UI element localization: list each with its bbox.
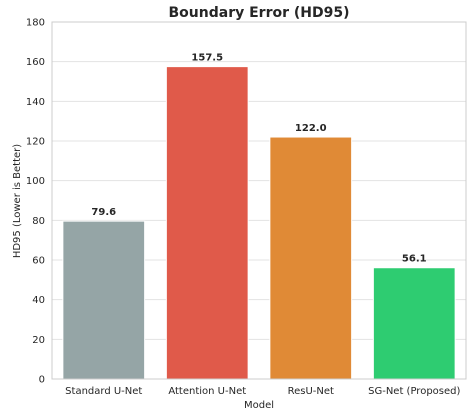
chart-title: Boundary Error (HD95) [169,5,350,21]
y-tick-label: 40 [32,295,45,306]
data-label: 157.5 [191,53,223,64]
x-tick-labels: Standard U-Net Attention U-Net ResU-Net SG-… [65,386,460,397]
plot-frame [51,21,467,380]
y-tick-label: 160 [26,57,45,68]
bar [165,66,249,380]
x-axis-label: Model [244,400,274,411]
x-tick-label: Standard U-Net [65,386,142,397]
bar [269,136,353,380]
y-tick-label: 120 [26,137,45,148]
bar [372,267,456,380]
y-tick-label: 100 [26,176,45,187]
data-label: 122.0 [295,123,327,134]
y-tick-label: 140 [26,97,45,108]
bars-group [62,66,456,380]
x-tick-label: SG-Net (Proposed) [368,386,460,397]
y-tick-label: 20 [32,335,45,346]
data-label: 56.1 [402,254,427,265]
y-tick-label: 180 [26,18,45,29]
y-tick-labels: 0 20 40 60 80 100 120 140 160 180 [26,18,45,386]
bar [62,220,146,380]
y-tick-label: 80 [32,216,45,227]
y-axis-label: HD95 (Lower is Better) [12,144,23,258]
data-labels: 79.6 157.5 122.0 56.1 [91,53,426,265]
data-label: 79.6 [91,207,116,218]
x-tick-label: ResU-Net [288,386,334,397]
x-tick-label: Attention U-Net [168,386,246,397]
y-tick-label: 0 [39,375,45,386]
y-tick-label: 60 [32,256,45,267]
